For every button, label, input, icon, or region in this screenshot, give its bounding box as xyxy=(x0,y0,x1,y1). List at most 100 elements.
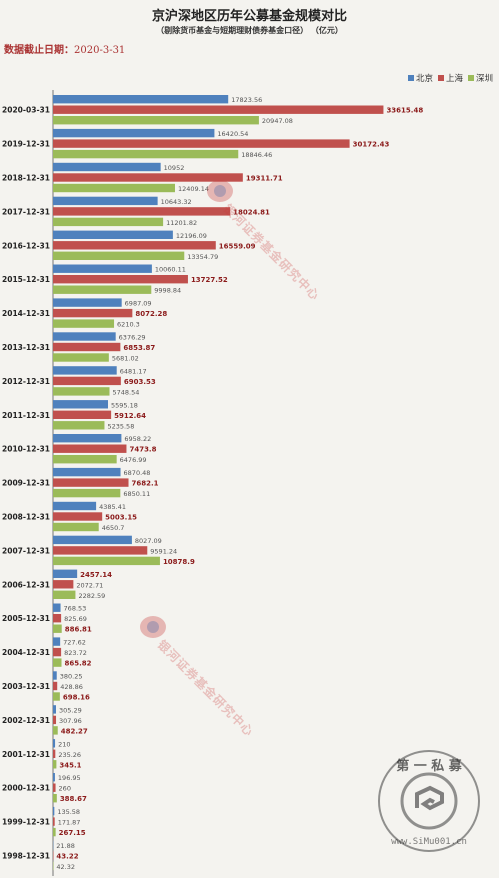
category-label: 1998-12-31 xyxy=(2,852,50,861)
legend-label-shanghai: 上海 xyxy=(445,74,463,84)
value-label-shanghai: 19311.71 xyxy=(246,175,283,183)
value-label-shanghai: 8072.28 xyxy=(135,310,167,318)
bar-beijing xyxy=(53,603,61,612)
category-label: 2001-12-31 xyxy=(2,750,50,759)
bar-beijing xyxy=(53,705,57,714)
bar-beijing xyxy=(53,196,158,206)
category-label: 2009-12-31 xyxy=(2,479,50,488)
value-label-shenzhen: 20947.08 xyxy=(262,117,293,125)
value-label-shenzhen: 42.32 xyxy=(56,863,75,871)
as-of-value: 2020-3-31 xyxy=(74,45,126,56)
value-label-beijing: 17823.56 xyxy=(231,96,262,104)
bar-shanghai xyxy=(53,512,103,521)
bar-shenzhen xyxy=(53,827,56,837)
legend-label-shenzhen: 深圳 xyxy=(475,74,493,84)
value-label-shanghai: 7473.8 xyxy=(129,446,156,454)
value-label-shanghai: 823.72 xyxy=(64,649,87,657)
bar-shanghai xyxy=(53,817,55,826)
value-label-shenzhen: 6210.3 xyxy=(117,321,140,329)
bar-shenzhen xyxy=(53,658,62,667)
bar-beijing xyxy=(53,95,229,104)
value-label-shanghai: 5912.64 xyxy=(114,412,146,420)
value-label-shenzhen: 267.15 xyxy=(59,829,86,837)
bar-shanghai xyxy=(53,749,56,758)
category-label: 2002-12-31 xyxy=(2,716,50,725)
value-label-beijing: 6870.48 xyxy=(124,469,151,477)
value-label-shanghai: 9591.24 xyxy=(150,547,177,555)
value-label-shenzhen: 5235.58 xyxy=(107,422,134,430)
watermark-logo-2 xyxy=(140,616,166,638)
value-label-shanghai: 13727.52 xyxy=(191,276,228,284)
bar-shenzhen xyxy=(53,726,58,735)
value-label-beijing: 135.58 xyxy=(57,808,80,816)
seal-outer-ring xyxy=(378,750,480,852)
value-label-beijing: 6987.09 xyxy=(125,300,152,308)
value-label-shenzhen: 18846.46 xyxy=(241,151,272,159)
bar-shanghai xyxy=(53,241,216,250)
bar-shanghai xyxy=(53,444,127,453)
value-label-shenzhen: 865.82 xyxy=(65,660,92,668)
bar-beijing xyxy=(53,434,122,443)
value-label-shenzhen: 482.27 xyxy=(61,727,88,735)
bar-beijing xyxy=(53,535,132,545)
value-label-shenzhen: 13354.79 xyxy=(187,253,218,261)
value-label-shanghai: 235.26 xyxy=(58,751,81,759)
bar-shenzhen xyxy=(53,251,185,260)
value-label-shanghai: 7682.1 xyxy=(132,480,159,488)
bar-beijing xyxy=(53,298,122,307)
value-label-shenzhen: 11201.82 xyxy=(166,219,197,227)
category-label: 2017-12-31 xyxy=(2,207,50,216)
bar-beijing xyxy=(53,467,121,477)
legend-swatch-shanghai xyxy=(437,75,444,81)
value-label-beijing: 6376.29 xyxy=(119,334,146,342)
bar-beijing xyxy=(53,569,78,578)
bar-shanghai xyxy=(53,275,188,284)
category-label: 2000-12-31 xyxy=(2,784,50,793)
bar-shanghai xyxy=(53,478,129,487)
value-label-beijing: 10060.11 xyxy=(155,266,186,274)
value-label-shanghai: 30172.43 xyxy=(353,141,390,149)
bar-shenzhen xyxy=(53,217,164,227)
value-label-shenzhen: 12409.14 xyxy=(178,185,209,193)
value-label-shanghai: 307.96 xyxy=(59,717,82,725)
bar-shenzhen xyxy=(53,319,115,328)
value-label-beijing: 8027.09 xyxy=(135,537,162,545)
value-label-beijing: 10643.32 xyxy=(161,198,192,206)
seal-emblem-icon xyxy=(415,785,444,811)
value-label-beijing: 6481.17 xyxy=(120,367,147,375)
value-label-shenzhen: 10878.9 xyxy=(163,558,195,566)
legend-swatch-beijing xyxy=(407,75,414,81)
bar-beijing xyxy=(53,739,56,748)
legend-item-shanghai: 上海 xyxy=(437,72,463,84)
category-label: 2004-12-31 xyxy=(2,648,50,657)
bar-shenzhen xyxy=(53,149,239,159)
value-label-beijing: 768.53 xyxy=(64,605,87,613)
value-label-shenzhen: 388.67 xyxy=(60,795,87,803)
as-of-label: 数据截止日期： xyxy=(4,45,74,56)
bar-shanghai xyxy=(53,783,56,792)
bar-beijing xyxy=(53,128,215,138)
value-label-shenzhen: 5681.02 xyxy=(112,355,139,363)
value-label-beijing: 16420.54 xyxy=(217,130,248,138)
bar-beijing xyxy=(53,264,152,273)
bar-shanghai xyxy=(53,715,57,725)
bar-shanghai xyxy=(53,681,58,691)
bar-shenzhen xyxy=(53,760,57,769)
chart-title: 京沪深地区历年公募基金规模对比 xyxy=(151,9,347,24)
bar-shanghai xyxy=(53,614,62,623)
watermark-logo-1 xyxy=(207,180,233,202)
value-label-beijing: 196.95 xyxy=(58,774,81,782)
seal-inner-ring xyxy=(400,772,458,830)
value-label-beijing: 4385.41 xyxy=(99,503,126,511)
value-label-shenzhen: 9998.84 xyxy=(154,287,181,295)
bar-shenzhen xyxy=(53,421,105,430)
bar-shanghai xyxy=(53,580,74,589)
category-label: 2015-12-31 xyxy=(2,275,50,284)
value-label-shanghai: 825.69 xyxy=(64,615,87,623)
as-of-date: 数据截止日期：2020-3-31 xyxy=(4,41,125,56)
bar-shanghai xyxy=(53,308,133,318)
simu-seal: 第 一 私 募 www.SiMu001.cn xyxy=(378,750,480,852)
bar-shenzhen xyxy=(53,183,175,193)
value-label-beijing: 2457.14 xyxy=(80,571,112,579)
